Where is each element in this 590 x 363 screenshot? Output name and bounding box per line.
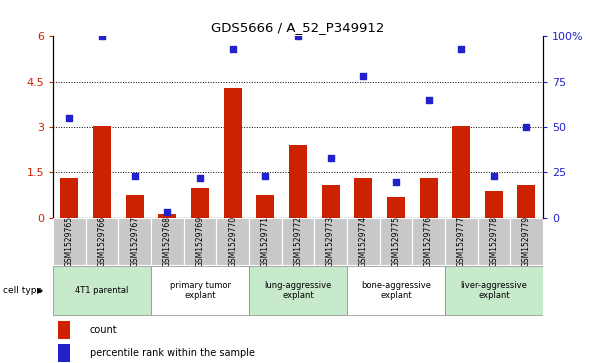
Text: primary tumor
explant: primary tumor explant: [169, 281, 231, 300]
Bar: [379, 218, 412, 265]
Point: [489, 173, 499, 179]
Bar: [347, 218, 379, 265]
Bar: [412, 218, 445, 265]
Bar: [322, 184, 340, 218]
Bar: [58, 321, 70, 339]
Text: GSM1529766: GSM1529766: [97, 216, 107, 267]
Bar: [119, 218, 151, 265]
Point: [261, 173, 270, 179]
Point: [65, 115, 74, 121]
Text: percentile rank within the sample: percentile rank within the sample: [90, 348, 255, 358]
Bar: [191, 188, 209, 218]
Text: bone-aggressive
explant: bone-aggressive explant: [361, 281, 431, 300]
Bar: [281, 218, 314, 265]
Text: GSM1529767: GSM1529767: [130, 216, 139, 267]
Bar: [249, 218, 281, 265]
Point: [391, 179, 401, 184]
Point: [130, 173, 139, 179]
Bar: [183, 218, 217, 265]
Text: GSM1529765: GSM1529765: [65, 216, 74, 267]
Bar: [387, 197, 405, 218]
Bar: [86, 218, 119, 265]
Point: [97, 33, 107, 39]
Text: GSM1529771: GSM1529771: [261, 216, 270, 267]
Bar: [60, 179, 78, 218]
Bar: [126, 195, 144, 218]
Point: [163, 209, 172, 215]
Point: [457, 46, 466, 52]
Bar: [485, 191, 503, 218]
Bar: [517, 184, 536, 218]
Text: GSM1529778: GSM1529778: [489, 216, 499, 267]
Bar: [452, 126, 470, 218]
Bar: [510, 218, 543, 265]
Point: [522, 124, 531, 130]
Bar: [347, 266, 445, 315]
Text: GSM1529774: GSM1529774: [359, 216, 368, 267]
Text: 4T1 parental: 4T1 parental: [76, 286, 129, 295]
Point: [195, 175, 205, 181]
Text: GSM1529768: GSM1529768: [163, 216, 172, 267]
Bar: [151, 218, 183, 265]
Bar: [477, 218, 510, 265]
Point: [326, 155, 335, 161]
Text: count: count: [90, 325, 117, 335]
Text: cell type: cell type: [3, 286, 42, 295]
Bar: [314, 218, 347, 265]
Point: [228, 46, 237, 52]
Bar: [217, 218, 249, 265]
Point: [424, 97, 433, 103]
Bar: [151, 266, 249, 315]
Text: ▶: ▶: [37, 286, 44, 295]
Bar: [93, 126, 111, 218]
Bar: [289, 145, 307, 218]
Text: GSM1529773: GSM1529773: [326, 216, 335, 267]
Point: [293, 33, 303, 39]
Text: lung-aggressive
explant: lung-aggressive explant: [264, 281, 332, 300]
Bar: [158, 214, 176, 218]
Bar: [445, 218, 477, 265]
Text: GSM1529779: GSM1529779: [522, 216, 531, 267]
Bar: [224, 88, 242, 218]
Bar: [419, 179, 438, 218]
Text: GSM1529770: GSM1529770: [228, 216, 237, 267]
Bar: [354, 179, 372, 218]
Text: GSM1529772: GSM1529772: [293, 216, 303, 267]
Text: GSM1529776: GSM1529776: [424, 216, 433, 267]
Bar: [58, 344, 70, 362]
Text: liver-aggressive
explant: liver-aggressive explant: [460, 281, 527, 300]
Title: GDS5666 / A_52_P349912: GDS5666 / A_52_P349912: [211, 21, 385, 34]
Point: [359, 73, 368, 79]
Bar: [256, 195, 274, 218]
Text: GSM1529769: GSM1529769: [195, 216, 205, 267]
Bar: [249, 266, 347, 315]
Text: GSM1529777: GSM1529777: [457, 216, 466, 267]
Bar: [53, 218, 86, 265]
Bar: [445, 266, 543, 315]
Text: GSM1529775: GSM1529775: [391, 216, 401, 267]
Bar: [53, 266, 151, 315]
